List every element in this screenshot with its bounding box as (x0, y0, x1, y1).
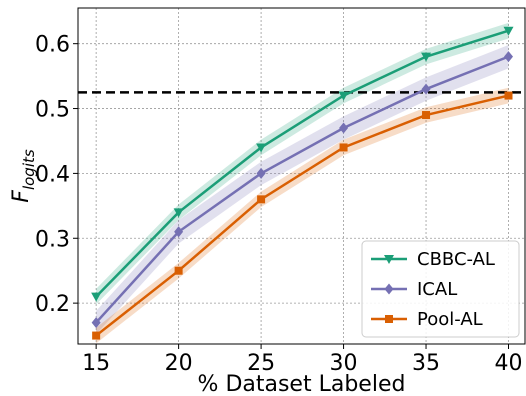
data-point-ical (339, 122, 349, 134)
x-axis-ticks: 15 20 25 30 35 40 (82, 344, 523, 376)
legend-label-cbbc-al: CBBC-AL (417, 249, 495, 270)
data-point-cbbc-al (91, 292, 102, 302)
data-point-ical (256, 167, 266, 179)
data-point-cbbc-al (338, 91, 349, 101)
legend-marker-ical (384, 283, 394, 295)
legend-marker-cbbc-al (384, 255, 394, 264)
y-tick-label: 0.5 (35, 98, 70, 123)
data-point-cbbc-al (173, 208, 184, 218)
series-line-cbbc-al (95, 29, 509, 298)
series-markers (91, 26, 514, 340)
y-axis-label-sub: logits (20, 149, 38, 190)
x-tick-label: 40 (495, 351, 523, 376)
data-point-pool-al (339, 143, 348, 152)
data-point-ical (504, 51, 514, 63)
x-tick-label: 15 (82, 351, 110, 376)
data-point-ical (174, 226, 184, 238)
legend-box (361, 240, 520, 338)
x-axis-label: % Dataset Labeled (198, 372, 406, 396)
data-point-cbbc-al (503, 26, 514, 36)
plot-frame (77, 7, 526, 345)
legend-label-pool-al: Pool-AL (417, 309, 483, 330)
series-lines (95, 29, 509, 337)
series-line-pool-al (95, 94, 509, 337)
x-tick-label: 30 (330, 351, 358, 376)
data-point-cbbc-al (256, 143, 267, 153)
data-point-pool-al (504, 91, 513, 100)
series-line-ical (95, 55, 509, 324)
x-tick-label: 25 (247, 351, 275, 376)
band-cbbc-al (96, 22, 509, 305)
legend-marker-pool-al (385, 315, 393, 323)
legend-label-ical: ICAL (417, 279, 457, 300)
data-point-cbbc-al (421, 52, 432, 62)
x-tick-label: 20 (165, 351, 193, 376)
y-tick-label: 0.4 (35, 162, 70, 187)
data-point-ical (91, 317, 101, 329)
data-point-pool-al (257, 195, 266, 204)
data-point-pool-al (92, 331, 101, 340)
y-tick-label: 0.2 (35, 292, 70, 317)
y-tick-label: 0.6 (35, 33, 70, 58)
y-axis-ticks: 0.2 0.3 0.4 0.5 0.6 (35, 33, 78, 317)
data-point-pool-al (174, 266, 183, 275)
data-point-ical (421, 83, 431, 95)
y-axis-label: Flogits (9, 149, 38, 203)
legend: CBBC-AL ICAL Pool-AL (361, 240, 520, 338)
data-point-pool-al (422, 111, 431, 120)
x-tick-label: 35 (412, 351, 440, 376)
y-tick-label: 0.3 (35, 227, 70, 252)
y-axis-label-main: F (9, 190, 34, 203)
